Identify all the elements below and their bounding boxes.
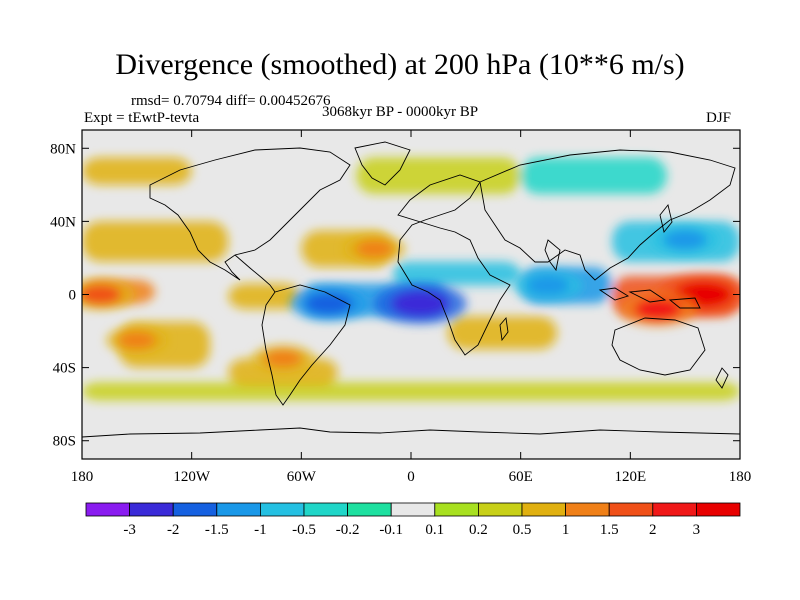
experiment-label: Expt = tEwtP-tevta (84, 110, 200, 126)
coastlines (82, 141, 740, 438)
lon-tick-label: 120W (173, 469, 211, 485)
lat-tick-label: 80S (53, 434, 76, 450)
colorbar-label: -1 (254, 522, 267, 538)
colorbar-swatch (172, 502, 218, 517)
colorbar-label: 1 (562, 522, 570, 538)
lon-tick-label: 180 (729, 469, 752, 485)
colorbar-label: -0.1 (379, 522, 403, 538)
field-band (520, 157, 667, 194)
colorbar-swatch (390, 502, 436, 517)
field-extrema (82, 224, 740, 372)
colorbar-swatch (565, 502, 610, 517)
colorbar-label: 0.5 (513, 522, 532, 538)
colorbar-swatch (608, 502, 654, 517)
colorbar-label: 0.1 (425, 522, 444, 538)
axes: 80N 40N 0 40S 80S 180 120W 60W 0 60E 120E 180 (50, 130, 751, 485)
colorbar-swatch (347, 502, 392, 517)
colorbar: -3 -2 -1.5 -1 -0.5 -0.2 -0.1 0.1 0.2 0.5 1 1.5 2 3 (85, 502, 741, 538)
colorbar-label: 3 (693, 522, 701, 538)
lon-tick-label: 60E (509, 469, 533, 485)
field-band (228, 358, 338, 386)
colorbar-swatch (652, 502, 697, 517)
colorbar-label: 0.2 (469, 522, 488, 538)
divergence-field (82, 157, 740, 401)
lat-tick-label: 80N (50, 141, 76, 157)
field-band (447, 316, 558, 350)
gulf-of-guinea-min (391, 290, 450, 317)
colorbar-swatch (434, 502, 479, 517)
south-america-max (264, 349, 303, 368)
colorbar-swatch (521, 502, 566, 517)
colorbar-swatch (259, 502, 305, 517)
south-pacific-max (117, 331, 156, 349)
lat-tick-label: 0 (69, 288, 77, 304)
lat-tick-label: 40N (50, 214, 76, 230)
north-atlantic-max (355, 240, 394, 258)
period-label: 3068kyr BP - 0000kyr BP (322, 104, 479, 120)
season-label: DJF (706, 110, 732, 126)
colorbar-swatch (129, 502, 174, 517)
stats-text: rmsd= 0.70794 diff= 0.00452676 (131, 93, 331, 109)
lon-tick-label: 60W (287, 469, 317, 485)
field-band (82, 157, 192, 185)
nw-pacific-min (663, 229, 707, 250)
south-atlantic-min (304, 292, 353, 315)
colorbar-label: 2 (649, 522, 657, 538)
colorbar-label: -3 (123, 522, 136, 538)
lon-tick-label: 0 (407, 469, 415, 485)
map-plot-area (82, 130, 740, 459)
lat-tick-label: 40S (53, 361, 76, 377)
colorbar-swatch (216, 502, 261, 517)
plot-title: Divergence (smoothed) at 200 hPa (10**6 … (115, 48, 685, 81)
colorbar-label: -2 (167, 522, 180, 538)
field-band (82, 382, 740, 401)
colorbar-label: -0.5 (292, 522, 316, 538)
field-band (356, 157, 521, 194)
west-pacific-max-2 (633, 298, 682, 320)
colorbar-label: -0.2 (336, 522, 360, 538)
colorbar-label: 1.5 (600, 522, 619, 538)
colorbar-label: -1.5 (205, 522, 229, 538)
colorbar-swatch (477, 502, 523, 517)
indian-ocean-min (526, 275, 570, 296)
lon-tick-label: 180 (71, 469, 94, 485)
colorbar-swatch (696, 502, 741, 517)
colorbar-swatch (85, 502, 130, 517)
field-band (392, 261, 521, 286)
east-pacific-max (82, 284, 122, 305)
colorbar-swatch (303, 502, 348, 517)
field-band (82, 221, 229, 262)
lon-tick-label: 120E (614, 469, 646, 485)
